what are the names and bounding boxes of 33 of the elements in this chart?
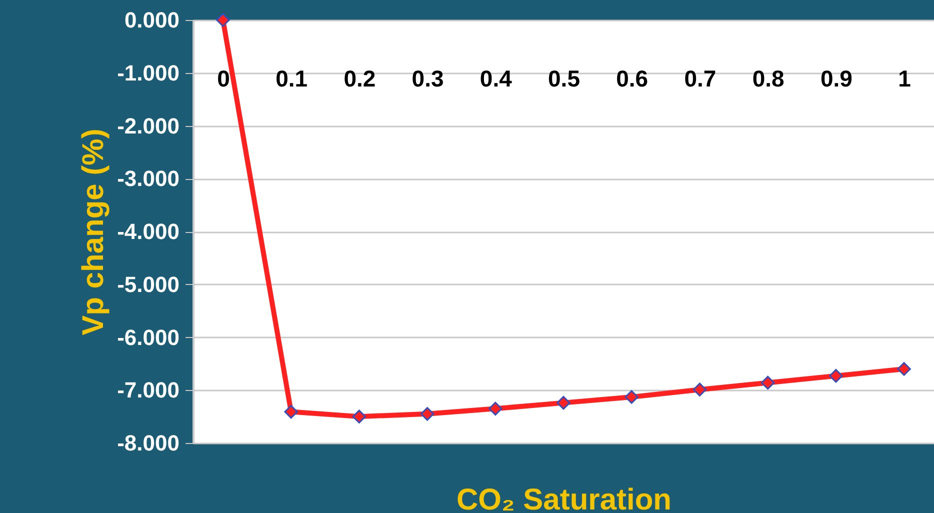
point [352, 410, 366, 424]
y-tick-label: -4.000 [117, 219, 180, 244]
y-tick-label: -8.000 [117, 430, 180, 456]
x-tick-label: 0.2 [344, 66, 376, 92]
y-tick-label: -2.000 [117, 113, 180, 138]
point [624, 390, 638, 404]
x-axis-title: CO₂ Saturation [456, 484, 672, 513]
x-tick-label: 0.9 [820, 66, 852, 92]
point [216, 13, 230, 27]
point [692, 382, 707, 396]
point [829, 368, 843, 383]
point [420, 407, 434, 421]
x-tick-label: 0 [217, 66, 230, 92]
x-tick-label: 0.6 [616, 66, 648, 92]
x-tick-label: 1 [898, 66, 912, 92]
x-tick-label: 0.3 [412, 66, 444, 92]
point [897, 362, 911, 376]
point [760, 376, 775, 390]
y-axis-title: Vp change (%) [77, 128, 110, 336]
point [488, 402, 502, 416]
y-tick-label: -5.000 [117, 272, 180, 297]
y-tick-label: 0.000 [124, 8, 180, 32]
x-tick-label: 0.4 [480, 66, 512, 92]
y-tick-label: -6.000 [117, 324, 180, 350]
x-tick-label: 0.8 [752, 66, 785, 92]
x-tick-label: 0.1 [276, 66, 308, 92]
x-tick-label: 0.5 [548, 66, 580, 92]
y-tick-label: -1.000 [117, 60, 180, 86]
y-tick-label: -7.000 [117, 378, 180, 403]
y-tick-label: -3.000 [117, 166, 180, 192]
point [556, 396, 570, 410]
point [284, 404, 298, 419]
x-tick-label: 0.7 [684, 66, 716, 92]
